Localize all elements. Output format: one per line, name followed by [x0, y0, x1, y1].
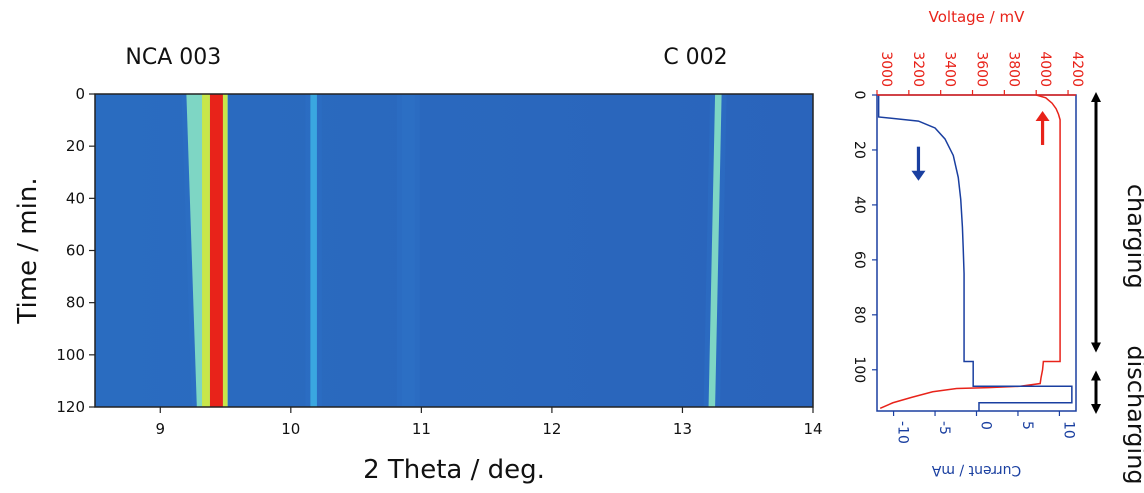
y-tick-label: 40: [66, 189, 85, 207]
up-arrow-head: [1035, 110, 1050, 121]
voltage-axis-label: Voltage / mV: [929, 8, 1025, 26]
voltage-tick-label: 3200: [910, 51, 926, 87]
voltage-tick-label: 4000: [1037, 51, 1053, 87]
heatmap-panel: 9 10 11 12 13 14 0 20 40 60 80 100 120 2 Theta / de…: [13, 45, 823, 485]
y-tick-label: 100: [56, 346, 85, 364]
heatmap-x-ticks: 9 10 11 12 13 14: [155, 407, 823, 438]
discharging-label: discharging: [1122, 345, 1144, 484]
peak-label-nca-003: NCA 003: [125, 45, 221, 70]
time-tick-label: 60: [851, 251, 867, 269]
current-tick-label: 0: [978, 421, 994, 430]
voltage-tick-label: 3400: [942, 51, 958, 87]
heatmap-bands: [181, 94, 727, 407]
down-arrow-head: [911, 170, 926, 181]
y-tick-label: 60: [66, 242, 85, 260]
y-tick-label: 0: [75, 85, 85, 103]
x-tick-label: 11: [412, 420, 431, 438]
heatmap-band-shoulder: [222, 94, 228, 407]
x-tick-label: 10: [281, 420, 300, 438]
current-tick-label: 5: [1019, 421, 1035, 430]
peak-label-c-002: C 002: [663, 45, 727, 70]
voltage-tick-label: 4200: [1069, 51, 1085, 87]
current-series-line: [877, 95, 1073, 411]
charging-label: charging: [1122, 184, 1144, 289]
electrochem-frame: [876, 94, 1077, 412]
phase-labels: charging discharging: [1091, 92, 1144, 485]
voltage-tick-label: 3600: [974, 51, 990, 87]
time-tick-label: 40: [851, 196, 867, 214]
current-tick-label: -10: [895, 421, 911, 444]
voltage-tick-label: 3000: [878, 51, 894, 87]
heatmap-band: [310, 94, 317, 407]
current-axis-ticks: -10 -5 0 5 10: [892, 411, 1076, 444]
time-axis-ticks: 0 20 40 60 80 100: [851, 91, 877, 383]
time-tick-label: 20: [851, 141, 867, 159]
x-tick-label: 9: [155, 420, 165, 438]
x-tick-label: 13: [673, 420, 692, 438]
x-tick-label: 14: [803, 420, 822, 438]
y-tick-label: 80: [66, 294, 85, 312]
time-tick-label: 0: [851, 91, 867, 100]
current-axis-label: Current / mA: [931, 462, 1021, 478]
voltage-tick-label: 3800: [1005, 51, 1021, 87]
voltage-series-line: [879, 94, 1061, 409]
heatmap-band-shoulder: [202, 94, 210, 407]
y-tick-label: 20: [66, 137, 85, 155]
electrochem-panel: 3000 3200 3400 3600 3800 4000 4200 -10 -5 0 5 10 0…: [851, 8, 1144, 485]
heatmap-y-ticks: 0 20 40 60 80 100 120: [56, 85, 95, 416]
series-arrows: [911, 110, 1050, 181]
heatmap-x-axis-label: 2 Theta / deg.: [363, 455, 545, 485]
x-tick-label: 12: [542, 420, 561, 438]
heatmap-band: [708, 94, 722, 407]
heatmap-y-axis-label: Time / min.: [13, 177, 43, 324]
heatmap-band: [209, 94, 223, 407]
time-tick-label: 80: [851, 306, 867, 324]
voltage-axis-ticks: 3000 3200 3400 3600 3800 4000 4200: [876, 51, 1085, 96]
current-tick-label: 10: [1060, 421, 1076, 439]
y-tick-label: 120: [56, 398, 85, 416]
heatmap-band: [401, 94, 415, 407]
time-tick-label: 100: [851, 356, 867, 383]
current-tick-label: -5: [936, 421, 952, 435]
